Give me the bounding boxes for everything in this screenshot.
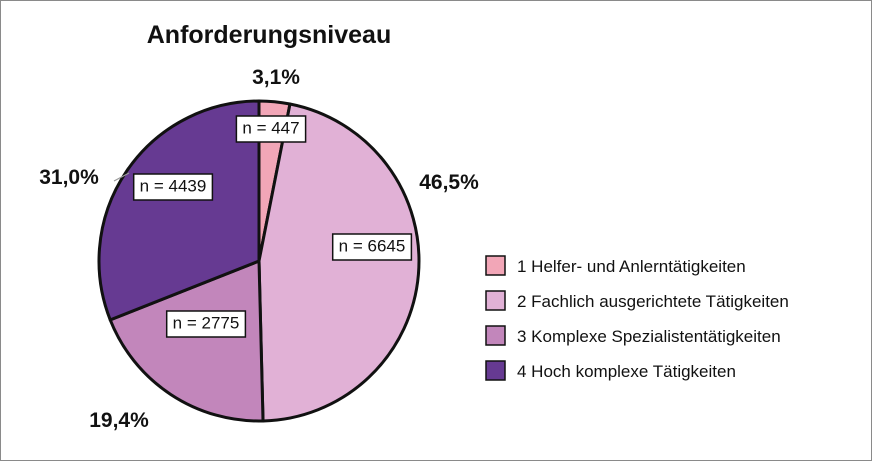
count-box-2: n = 6645	[331, 233, 413, 261]
count-label-4: n = 4439	[140, 176, 207, 195]
count-label-2: n = 6645	[339, 236, 406, 255]
count-box-3: n = 2775	[165, 310, 247, 338]
percent-label-3: 19,4%	[89, 409, 149, 432]
legend-label-4: 4 Hoch komplexe Tätigkeiten	[517, 362, 736, 381]
legend-item-2: 2 Fachlich ausgerichtete Tätigkeiten	[485, 290, 789, 311]
legend-swatch-2	[485, 290, 506, 311]
legend-label-1: 1 Helfer- und Anlerntätigkeiten	[517, 257, 746, 276]
legend-label-3: 3 Komplexe Spezialistentätigkeiten	[517, 327, 781, 346]
pie-slice-4	[97, 99, 261, 322]
legend-swatch-3	[485, 325, 506, 346]
pie-slices	[97, 99, 421, 423]
legend-item-3: 3 Komplexe Spezialistentätigkeiten	[485, 325, 781, 346]
pie-slice-2	[257, 102, 421, 423]
count-label-3: n = 2775	[173, 313, 240, 332]
leader-line	[113, 172, 130, 182]
legend-item-1: 1 Helfer- und Anlerntätigkeiten	[485, 255, 746, 276]
percent-labels: 3,1% 46,5% 19,4% 31,0%	[39, 66, 479, 432]
count-box-4: n = 4439	[132, 173, 214, 201]
count-box-1: n = 447	[235, 115, 307, 143]
legend-label-2: 2 Fachlich ausgerichtete Tätigkeiten	[517, 292, 789, 311]
percent-label-2: 46,5%	[419, 171, 479, 194]
pie-slice-3	[108, 259, 265, 423]
legend: 1 Helfer- und Anlerntätigkeiten 2 Fachlic…	[485, 255, 789, 381]
percent-label-1: 3,1%	[252, 66, 300, 89]
legend-swatch-1	[485, 255, 506, 276]
legend-swatch-4	[485, 360, 506, 381]
chart-title: Anforderungsniveau	[147, 21, 391, 49]
count-label-1: n = 447	[242, 118, 299, 137]
percent-label-4: 31,0%	[39, 166, 99, 189]
legend-item-4: 4 Hoch komplexe Tätigkeiten	[485, 360, 736, 381]
count-labels: n = 447 n = 6645 n = 2775 n = 4439	[132, 115, 413, 338]
